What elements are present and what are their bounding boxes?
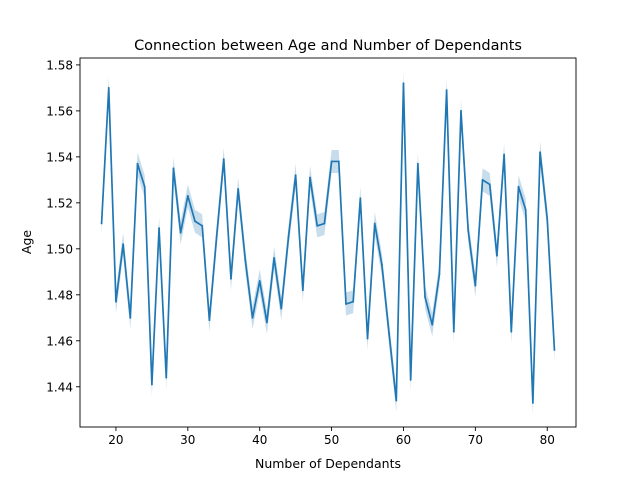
data-point: [280, 307, 283, 310]
data-point: [474, 284, 477, 287]
data-point: [230, 277, 232, 280]
data-point: [266, 321, 268, 324]
data-point: [381, 264, 383, 266]
data-point: [186, 195, 189, 197]
data-point: [510, 330, 513, 333]
data-point: [438, 273, 441, 276]
y-tick-label: 1.54: [46, 150, 73, 164]
data-point: [345, 303, 347, 305]
data-point: [431, 323, 434, 326]
data-point: [553, 349, 556, 351]
data-point: [301, 289, 304, 292]
data-point: [100, 222, 103, 225]
data-point: [395, 399, 398, 402]
data-point: [150, 383, 153, 386]
data-point: [546, 218, 549, 220]
data-point: [539, 151, 541, 154]
data-point: [158, 227, 160, 230]
data-point: [531, 401, 534, 404]
y-axis-label: Age: [19, 230, 34, 254]
data-point: [524, 208, 527, 211]
data-point: [208, 319, 211, 321]
data-point: [352, 300, 355, 303]
data-point: [287, 236, 290, 239]
data-point: [359, 197, 362, 200]
data-point: [409, 378, 412, 381]
data-point: [294, 174, 297, 177]
data-point: [517, 185, 520, 188]
data-point: [416, 162, 419, 165]
y-tick-label: 1.46: [46, 334, 73, 348]
data-point: [337, 160, 340, 163]
data-point: [496, 254, 498, 257]
data-point: [488, 183, 491, 186]
data-point: [222, 158, 225, 161]
series-line: [100, 82, 556, 404]
x-tick-label: 30: [180, 433, 195, 447]
plot-area: [100, 71, 556, 415]
data-point: [107, 86, 110, 89]
data-point: [143, 185, 146, 188]
data-point: [316, 224, 319, 227]
y-tick-label: 1.52: [46, 196, 73, 210]
data-point: [460, 109, 462, 112]
x-tick-label: 70: [468, 433, 483, 447]
data-point: [244, 259, 247, 262]
chart-title: Connection between Age and Number of Dep…: [134, 38, 522, 54]
data-point: [330, 160, 333, 163]
data-point: [165, 376, 168, 379]
data-point: [115, 300, 117, 303]
data-point: [388, 332, 390, 335]
data-point: [251, 316, 254, 319]
y-tick-label: 1.56: [46, 104, 73, 118]
data-point: [179, 231, 182, 234]
x-tick-label: 60: [396, 433, 411, 447]
y-tick-label: 1.48: [46, 288, 73, 302]
data-point: [503, 153, 506, 156]
data-point: [122, 243, 125, 246]
x-tick-label: 40: [252, 433, 267, 447]
data-point: [445, 89, 448, 92]
data-point: [323, 222, 326, 225]
data-point: [136, 162, 139, 165]
data-point: [481, 178, 484, 181]
data-point: [309, 176, 311, 179]
data-point: [273, 257, 275, 259]
axes: 20 30 40 50 60 70 80 1.44 1.46 1.48 1.50 1.52 1.54 1.…: [46, 57, 577, 447]
data-point: [373, 222, 376, 225]
data-point: [129, 316, 132, 319]
x-tick-label: 80: [540, 433, 555, 447]
axes-frame: [79, 57, 577, 428]
data-point: [237, 188, 240, 190]
x-axis-label: Number of Dependants: [255, 456, 401, 471]
data-point: [201, 224, 204, 227]
y-tick-label: 1.50: [46, 242, 73, 256]
data-point: [467, 229, 470, 232]
data-point: [402, 82, 405, 85]
data-point: [215, 236, 218, 239]
y-tick-label: 1.58: [46, 58, 73, 72]
data-point: [452, 330, 455, 333]
data-point: [366, 337, 369, 340]
data-point: [258, 280, 261, 282]
y-tick-label: 1.44: [46, 380, 73, 394]
x-tick-label: 20: [108, 433, 123, 447]
data-point: [172, 167, 175, 170]
data-point: [424, 296, 426, 298]
data-point: [194, 220, 196, 223]
x-tick-label: 50: [324, 433, 339, 447]
